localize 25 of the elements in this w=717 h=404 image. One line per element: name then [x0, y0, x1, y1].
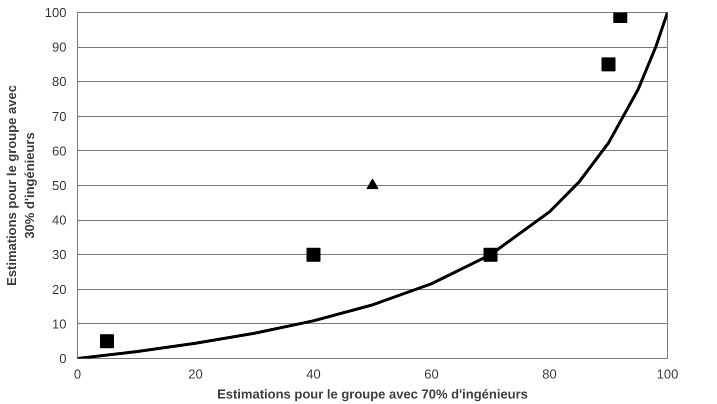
y-tick-label: 80: [52, 74, 67, 90]
y-tick-label: 0: [59, 351, 67, 366]
point: [602, 57, 616, 72]
y-tick-label: 30: [52, 247, 67, 262]
x-tick-label: 0: [74, 366, 82, 382]
y-tick-label: 50: [52, 178, 67, 193]
point: [100, 334, 114, 348]
point: [366, 178, 378, 190]
y-tick-label: 100: [44, 5, 67, 20]
x-tick-label: 60: [424, 366, 439, 382]
x-tick-label: 20: [188, 366, 203, 382]
y-tick-label: 70: [52, 108, 67, 124]
x-axis-title: Estimations pour le groupe avec 70% d'ingénieurs: [217, 386, 528, 402]
y-tick-label: 10: [52, 316, 67, 332]
x-tick-label: 100: [656, 366, 678, 382]
y-tick-label: 20: [52, 282, 67, 297]
point: [484, 248, 498, 262]
x-tick-label: 40: [306, 366, 321, 382]
x-tick-label: 80: [542, 366, 557, 382]
y-tick-label: 40: [52, 212, 67, 228]
y-tick-label: 60: [52, 143, 67, 158]
line-series: [78, 12, 668, 358]
y-tick-label: 90: [52, 40, 67, 55]
y-axis-title: Estimations pour le groupe avec 30% d'ingénieurs: [4, 85, 37, 286]
point: [306, 248, 320, 262]
